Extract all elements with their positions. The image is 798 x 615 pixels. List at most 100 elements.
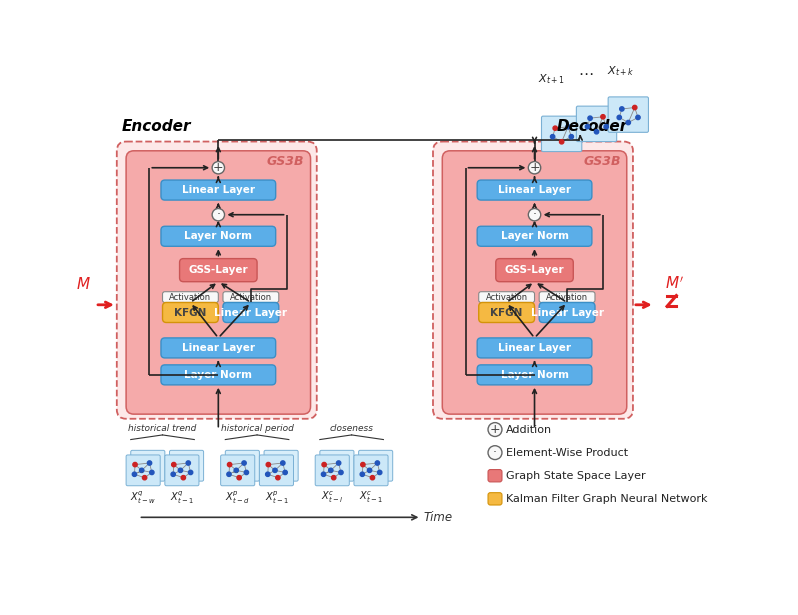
Text: GS3B: GS3B	[267, 155, 304, 168]
Circle shape	[188, 470, 193, 475]
Circle shape	[588, 116, 592, 121]
Circle shape	[234, 468, 239, 472]
Text: closeness: closeness	[330, 424, 373, 434]
Text: Linear Layer: Linear Layer	[498, 185, 571, 195]
Text: GSS-Layer: GSS-Layer	[504, 265, 564, 275]
Circle shape	[488, 423, 502, 437]
Text: Layer Norm: Layer Norm	[500, 231, 568, 241]
FancyBboxPatch shape	[131, 450, 165, 481]
Text: Linear Layer: Linear Layer	[498, 343, 571, 353]
Circle shape	[601, 114, 605, 119]
Text: historical period: historical period	[220, 424, 294, 434]
Circle shape	[551, 135, 555, 139]
Circle shape	[171, 472, 176, 477]
Circle shape	[585, 124, 590, 129]
Circle shape	[620, 107, 624, 111]
FancyBboxPatch shape	[259, 455, 294, 486]
Text: $X^q_{t-1}$: $X^q_{t-1}$	[170, 490, 194, 506]
FancyBboxPatch shape	[433, 141, 633, 419]
Text: $M$: $M$	[76, 277, 91, 293]
Text: Encoder: Encoder	[121, 119, 191, 134]
Text: Activation: Activation	[169, 293, 211, 301]
Text: ...: ...	[136, 466, 144, 475]
FancyBboxPatch shape	[163, 303, 219, 322]
Circle shape	[140, 468, 144, 472]
Text: Linear Layer: Linear Layer	[531, 308, 603, 317]
FancyBboxPatch shape	[542, 116, 582, 151]
FancyBboxPatch shape	[223, 292, 279, 303]
Circle shape	[604, 124, 608, 129]
Circle shape	[132, 462, 137, 467]
Circle shape	[273, 468, 277, 472]
FancyBboxPatch shape	[225, 450, 259, 481]
Circle shape	[375, 461, 380, 465]
Circle shape	[276, 475, 280, 480]
Text: Linear Layer: Linear Layer	[215, 308, 287, 317]
Circle shape	[150, 470, 154, 475]
Circle shape	[132, 472, 136, 477]
FancyBboxPatch shape	[539, 303, 595, 322]
Text: GS3B: GS3B	[583, 155, 621, 168]
FancyBboxPatch shape	[161, 338, 275, 358]
Circle shape	[322, 472, 326, 477]
Circle shape	[227, 472, 231, 477]
Circle shape	[377, 470, 382, 475]
Circle shape	[212, 162, 224, 174]
Text: Linear Layer: Linear Layer	[182, 185, 255, 195]
FancyBboxPatch shape	[477, 365, 592, 385]
Circle shape	[172, 462, 176, 467]
Text: Layer Norm: Layer Norm	[500, 370, 568, 380]
FancyBboxPatch shape	[496, 258, 573, 282]
Text: $\cdots$: $\cdots$	[578, 65, 594, 80]
Circle shape	[633, 105, 637, 109]
Circle shape	[322, 462, 326, 467]
FancyBboxPatch shape	[221, 455, 255, 486]
Circle shape	[337, 461, 341, 465]
Circle shape	[339, 470, 343, 475]
Text: KFGN: KFGN	[174, 308, 207, 317]
Circle shape	[370, 475, 374, 480]
Circle shape	[367, 468, 372, 472]
Circle shape	[360, 472, 365, 477]
Text: Element-Wise Product: Element-Wise Product	[506, 448, 628, 458]
Circle shape	[636, 115, 640, 119]
Circle shape	[181, 475, 185, 480]
FancyBboxPatch shape	[477, 338, 592, 358]
FancyBboxPatch shape	[539, 292, 595, 303]
Text: Graph State Space Layer: Graph State Space Layer	[506, 470, 646, 481]
Text: $X^p_{t-1}$: $X^p_{t-1}$	[265, 490, 288, 506]
FancyBboxPatch shape	[126, 455, 160, 486]
Text: $M'$: $M'$	[666, 276, 685, 293]
FancyBboxPatch shape	[442, 151, 626, 414]
FancyBboxPatch shape	[576, 106, 617, 141]
Circle shape	[559, 140, 564, 144]
Circle shape	[244, 470, 248, 475]
Text: ·: ·	[532, 208, 536, 221]
Circle shape	[212, 208, 224, 221]
FancyBboxPatch shape	[354, 455, 388, 486]
Text: ·: ·	[493, 446, 497, 459]
Circle shape	[267, 462, 271, 467]
Circle shape	[237, 475, 241, 480]
Circle shape	[242, 461, 247, 465]
FancyBboxPatch shape	[126, 151, 310, 414]
FancyBboxPatch shape	[320, 450, 354, 481]
FancyBboxPatch shape	[161, 180, 275, 200]
Circle shape	[227, 462, 231, 467]
FancyBboxPatch shape	[479, 303, 535, 322]
Text: $X_{t+k}$: $X_{t+k}$	[606, 64, 634, 77]
Text: $X^c_{t-1}$: $X^c_{t-1}$	[359, 490, 383, 505]
Text: Layer Norm: Layer Norm	[184, 370, 252, 380]
Text: $X^p_{t-d}$: $X^p_{t-d}$	[226, 490, 250, 506]
Text: Time: Time	[424, 511, 452, 524]
Circle shape	[617, 115, 622, 119]
Text: Activation: Activation	[230, 293, 272, 301]
FancyBboxPatch shape	[161, 226, 275, 246]
Text: +: +	[490, 423, 500, 436]
Text: KFGN: KFGN	[491, 308, 523, 317]
Circle shape	[569, 135, 574, 139]
Circle shape	[528, 208, 541, 221]
Text: +: +	[213, 161, 223, 174]
Circle shape	[331, 475, 336, 480]
FancyBboxPatch shape	[479, 292, 535, 303]
